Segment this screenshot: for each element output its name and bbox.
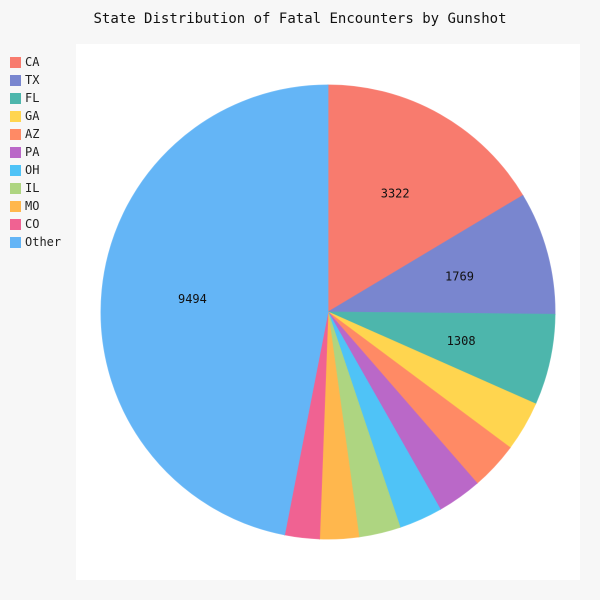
slice-value-label-fl: 1308: [447, 334, 476, 348]
legend-label: CO: [25, 217, 40, 231]
legend-swatch: [10, 56, 21, 68]
legend-item-oh[interactable]: OH: [10, 161, 61, 179]
pie-slice-other[interactable]: [100, 84, 329, 536]
legend-swatch: [10, 110, 21, 122]
slice-value-label-other: 9494: [178, 292, 207, 306]
pie-slice-ca[interactable]: [327, 84, 524, 313]
pie-slice-tx[interactable]: [326, 194, 556, 315]
legend-swatch: [10, 218, 21, 230]
legend-swatch: [10, 92, 21, 104]
legend-label: OH: [25, 163, 40, 177]
legend-label: AZ: [25, 127, 40, 141]
legend-item-tx[interactable]: TX: [10, 71, 61, 89]
legend-label: IL: [25, 181, 40, 195]
legend-swatch: [10, 74, 21, 86]
legend-swatch: [10, 182, 21, 194]
legend-item-il[interactable]: IL: [10, 179, 61, 197]
legend-item-fl[interactable]: FL: [10, 89, 61, 107]
chart-title: State Distribution of Fatal Encounters b…: [93, 11, 507, 27]
legend-label: TX: [25, 73, 40, 87]
legend-swatch: [10, 128, 21, 140]
legend-swatch: [10, 200, 21, 212]
legend-swatch: [10, 236, 21, 248]
legend-label: CA: [25, 55, 40, 69]
legend-label: FL: [25, 91, 40, 105]
legend-label: PA: [25, 145, 40, 159]
legend-swatch: [10, 146, 21, 158]
slice-value-label-tx: 1769: [445, 269, 474, 283]
legend-item-ca[interactable]: CA: [10, 53, 61, 71]
legend: CA TX FL GA AZ PA OH IL MO CO Other: [10, 53, 61, 251]
legend-item-co[interactable]: CO: [10, 215, 61, 233]
legend-item-pa[interactable]: PA: [10, 143, 61, 161]
legend-item-mo[interactable]: MO: [10, 197, 61, 215]
legend-label: MO: [25, 199, 40, 213]
legend-label: GA: [25, 109, 40, 123]
legend-label: Other: [25, 235, 62, 249]
legend-item-az[interactable]: AZ: [10, 125, 61, 143]
legend-item-ga[interactable]: GA: [10, 107, 61, 125]
slice-value-label-ca: 3322: [381, 187, 410, 201]
legend-item-other[interactable]: Other: [10, 233, 61, 251]
legend-swatch: [10, 164, 21, 176]
